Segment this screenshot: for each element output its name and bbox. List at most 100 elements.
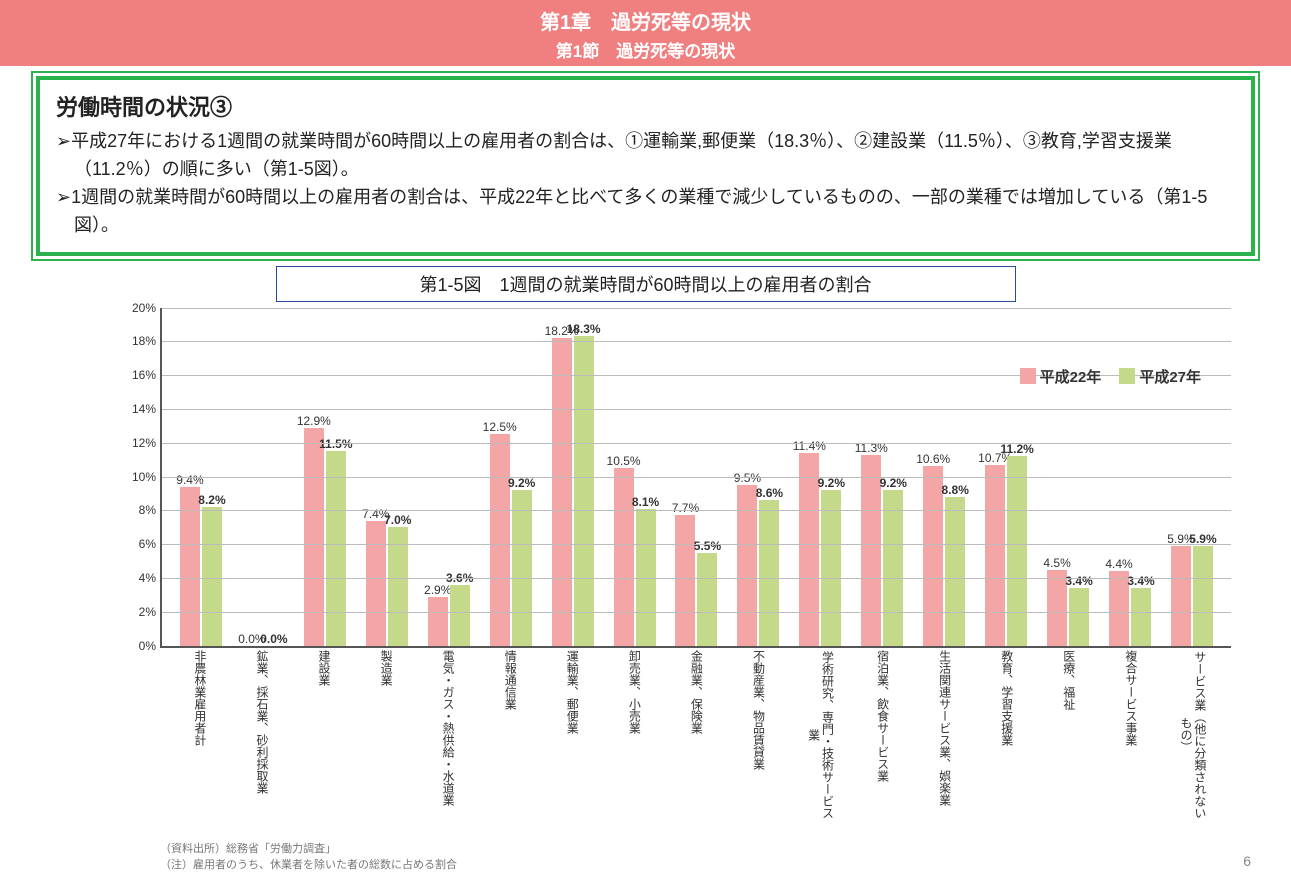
- x-label: 生活関連サービス業、娯楽業: [913, 650, 975, 825]
- legend-swatch-2: [1119, 368, 1135, 384]
- bar: 8.2%: [202, 507, 222, 646]
- y-tick: 6%: [120, 537, 156, 551]
- bar-value-label: 8.6%: [756, 486, 783, 500]
- x-label: 複合サービス事業: [1099, 650, 1161, 825]
- chart-title: 第1-5図 1週間の就業時間が60時間以上の雇用者の割合: [276, 266, 1016, 302]
- bar-value-label: 3.4%: [1127, 574, 1154, 588]
- page-number: 6: [1243, 853, 1251, 869]
- x-label: 医療、福祉: [1037, 650, 1099, 825]
- footnotes: （資料出所）総務省「労働力調査」 （注）雇用者のうち、休業者を除いた者の総数に占…: [160, 842, 457, 873]
- footnote-note: （注）雇用者のうち、休業者を除いた者の総数に占める割合: [160, 858, 457, 873]
- bar: 8.8%: [945, 497, 965, 646]
- legend-label-2: 平成27年: [1139, 369, 1201, 386]
- bar: 5.5%: [697, 553, 717, 646]
- bar-value-label: 3.4%: [1065, 574, 1092, 588]
- legend-item-1: 平成22年: [1020, 366, 1102, 387]
- bar-value-label: 9.4%: [176, 473, 203, 487]
- summary-box: 労働時間の状況③ ➢平成27年における1週間の就業時間が60時間以上の雇用者の割…: [36, 76, 1255, 256]
- y-tick: 10%: [120, 470, 156, 484]
- bar-value-label: 0.0%: [260, 632, 287, 646]
- bar-value-label: 9.2%: [508, 476, 535, 490]
- bar: 18.2%: [552, 338, 572, 646]
- x-label: 金融業、保険業: [665, 650, 727, 825]
- y-tick: 20%: [120, 301, 156, 315]
- grid-line: [162, 341, 1231, 342]
- legend-label-1: 平成22年: [1040, 369, 1102, 386]
- x-axis-labels: 非農林業雇用者計鉱業、採石業、砂利採取業建設業製造業電気・ガス・熱供給・水道業情…: [160, 650, 1231, 825]
- y-tick: 14%: [120, 402, 156, 416]
- bar: 4.5%: [1047, 570, 1067, 646]
- y-tick: 2%: [120, 605, 156, 619]
- plot-area: 9.4%8.2%0.0%0.0%12.9%11.5%7.4%7.0%2.9%3.…: [160, 308, 1231, 648]
- y-tick: 8%: [120, 503, 156, 517]
- x-label: 鉱業、採石業、砂利採取業: [230, 650, 292, 825]
- bar-value-label: 9.2%: [818, 476, 845, 490]
- bar-value-label: 8.8%: [942, 483, 969, 497]
- bar-value-label: 4.5%: [1043, 556, 1070, 570]
- bar: 2.9%: [428, 597, 448, 646]
- section-title: 第1節 過労死等の現状: [0, 37, 1291, 62]
- bar: 3.6%: [450, 585, 470, 646]
- bar: 7.7%: [675, 515, 695, 645]
- summary-title: 労働時間の状況③: [56, 90, 1235, 122]
- bar: 18.3%: [574, 336, 594, 645]
- x-label: 運輸業、郵便業: [540, 650, 602, 825]
- summary-bullet-1: ➢平成27年における1週間の就業時間が60時間以上の雇用者の割合は、①運輸業,郵…: [56, 128, 1235, 184]
- y-tick: 0%: [120, 639, 156, 653]
- bar: 5.9%: [1193, 546, 1213, 646]
- legend: 平成22年 平成27年: [1020, 366, 1201, 387]
- bar-value-label: 7.7%: [672, 501, 699, 515]
- chapter-title: 第1章 過労死等の現状: [0, 6, 1291, 35]
- y-tick: 12%: [120, 436, 156, 450]
- bar-value-label: 8.2%: [198, 493, 225, 507]
- bar: 3.4%: [1069, 588, 1089, 645]
- x-label: 非農林業雇用者計: [168, 650, 230, 825]
- bar: 9.2%: [821, 490, 841, 645]
- bar-value-label: 7.0%: [384, 513, 411, 527]
- bar: 11.2%: [1007, 456, 1027, 645]
- bar: 5.9%: [1171, 546, 1191, 646]
- bar: 9.2%: [512, 490, 532, 645]
- bar-value-label: 9.2%: [880, 476, 907, 490]
- y-tick: 18%: [120, 334, 156, 348]
- x-label: サービス業（他に分類されないもの）: [1161, 650, 1223, 825]
- x-label: 卸売業、小売業: [602, 650, 664, 825]
- grid-line: [162, 308, 1231, 309]
- grid-line: [162, 443, 1231, 444]
- footnote-source: （資料出所）総務省「労働力調査」: [160, 842, 457, 857]
- bar-value-label: 18.3%: [567, 322, 601, 336]
- bar: 10.7%: [985, 465, 1005, 646]
- x-label: 不動産業、物品賃貸業: [727, 650, 789, 825]
- bar: 10.5%: [614, 468, 634, 645]
- x-label: 宿泊業、飲食サービス業: [851, 650, 913, 825]
- grid-line: [162, 578, 1231, 579]
- bar-value-label: 12.9%: [297, 414, 331, 428]
- bar-value-label: 11.2%: [1000, 442, 1033, 456]
- summary-bullet-2: ➢1週間の就業時間が60時間以上の雇用者の割合は、平成22年と比べて多くの業種で…: [56, 184, 1235, 240]
- grid-line: [162, 510, 1231, 511]
- chapter-header: 第1章 過労死等の現状 第1節 過労死等の現状: [0, 0, 1291, 66]
- bar-value-label: 4.4%: [1105, 557, 1132, 571]
- x-label: 電気・ガス・熱供給・水道業: [416, 650, 478, 825]
- bar-value-label: 11.4%: [793, 439, 826, 453]
- bar: 11.4%: [799, 453, 819, 646]
- bar: 9.5%: [737, 485, 757, 646]
- bar-chart: 9.4%8.2%0.0%0.0%12.9%11.5%7.4%7.0%2.9%3.…: [120, 308, 1231, 678]
- bar-value-label: 12.5%: [483, 420, 517, 434]
- x-label: 建設業: [292, 650, 354, 825]
- bar: 4.4%: [1109, 571, 1129, 645]
- bar: 12.9%: [304, 428, 324, 646]
- bar: 9.2%: [883, 490, 903, 645]
- grid-line: [162, 477, 1231, 478]
- bar-value-label: 10.5%: [607, 454, 641, 468]
- legend-item-2: 平成27年: [1119, 366, 1201, 387]
- x-label: 情報通信業: [478, 650, 540, 825]
- x-label: 学術研究、専門・技術サービス業: [789, 650, 851, 825]
- grid-line: [162, 544, 1231, 545]
- y-tick: 16%: [120, 368, 156, 382]
- bar-value-label: 10.6%: [916, 452, 950, 466]
- bar: 7.4%: [366, 521, 386, 646]
- legend-swatch-1: [1020, 368, 1036, 384]
- x-label: 教育、学習支援業: [975, 650, 1037, 825]
- bar: 11.5%: [326, 451, 346, 645]
